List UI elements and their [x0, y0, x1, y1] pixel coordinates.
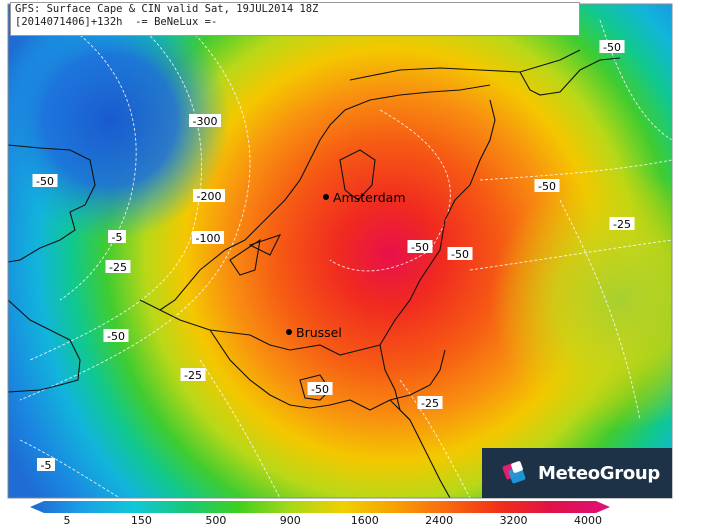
- cin-label: -50: [451, 248, 469, 261]
- cin-label-box: [534, 179, 560, 192]
- cin-label-box: [407, 240, 433, 253]
- cin-label: -200: [197, 190, 222, 203]
- cin-label: -25: [421, 397, 439, 410]
- city-label-brussel: Brussel: [296, 325, 342, 340]
- cin-label: -50: [311, 383, 329, 396]
- colorbar-tick-label: 3200: [500, 514, 528, 526]
- cin-label-box: [447, 247, 473, 260]
- cin-label-box: [192, 231, 224, 244]
- cin-label-box: [417, 396, 443, 409]
- city-label-amsterdam: Amsterdam: [333, 190, 406, 205]
- colorbar-tick-label: 2400: [425, 514, 453, 526]
- colorbar-tick-label: 150: [131, 514, 152, 526]
- cin-label-box: [180, 368, 206, 381]
- brussel-dot: [286, 329, 292, 335]
- cin-label: -25: [109, 261, 127, 274]
- cin-label: -50: [107, 330, 125, 343]
- meteogroup-logo-icon: [502, 461, 526, 484]
- cape-field-low: [8, 4, 672, 498]
- colorbar-tick-label: 5: [64, 514, 71, 526]
- cin-label: -25: [184, 369, 202, 382]
- cin-labels: -300 -200 -100 -50 -50 -50 -50 -50 -50 -50 -5 -25 -2…: [32, 40, 635, 472]
- cin-label-box: [108, 230, 126, 243]
- cin-label: -50: [538, 180, 556, 193]
- cin-label-box: [609, 217, 635, 230]
- cin-label: -50: [411, 241, 429, 254]
- colorbar-tick-label: 900: [280, 514, 301, 526]
- colorbar-tick-label: 4000: [574, 514, 602, 526]
- cin-label: -5: [112, 231, 123, 244]
- colorbar: 5 150 500 900 1600 2400 3200 4000: [30, 501, 610, 526]
- cin-label-box: [32, 174, 58, 187]
- colorbar-tick-label: 500: [205, 514, 226, 526]
- cin-label-box: [307, 382, 333, 395]
- meteogroup-logo: MeteoGroup: [482, 448, 672, 498]
- cin-label-box: [105, 260, 131, 273]
- cin-label-box: [189, 114, 221, 127]
- cin-label: -50: [36, 175, 54, 188]
- header-line-1: GFS: Surface Cape & CIN valid Sat, 19JUL…: [15, 3, 319, 15]
- map-header: GFS: Surface Cape & CIN valid Sat, 19JUL…: [10, 2, 580, 36]
- cin-label: -300: [193, 115, 218, 128]
- cin-label: -50: [603, 41, 621, 54]
- header-line-2: [2014071406]+132h -= BeNeLux =-: [15, 16, 218, 28]
- colorbar-gradient: [30, 501, 610, 513]
- cin-label: -5: [41, 459, 52, 472]
- cin-label-box: [193, 189, 225, 202]
- cin-label-box: [37, 458, 55, 471]
- colorbar-ticks: 5 150 500 900 1600 2400 3200 4000: [64, 514, 603, 526]
- meteogroup-logo-text: MeteoGroup: [538, 462, 661, 484]
- city-markers: Amsterdam Brussel: [286, 190, 406, 340]
- colorbar-tick-label: 1600: [351, 514, 379, 526]
- cin-label-box: [103, 329, 129, 342]
- cin-label: -25: [613, 218, 631, 231]
- cin-contours: [19, 9, 672, 498]
- coastlines-borders: [8, 49, 621, 498]
- cin-label: -100: [196, 232, 221, 245]
- amsterdam-dot: [323, 194, 329, 200]
- cin-label-box: [599, 40, 625, 53]
